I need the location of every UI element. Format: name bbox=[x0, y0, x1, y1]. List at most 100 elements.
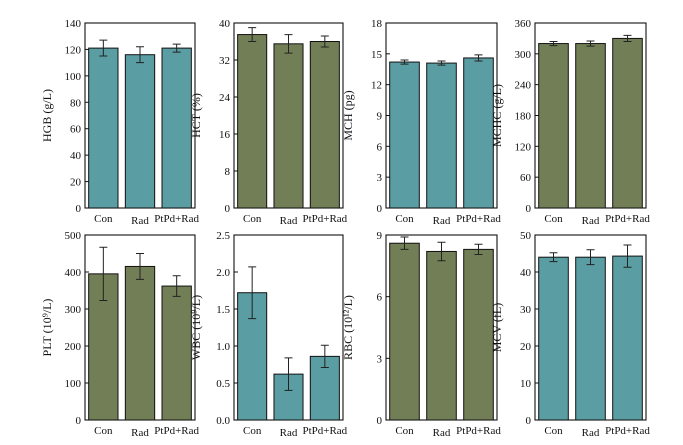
error-bar-wbc-2 bbox=[320, 344, 329, 368]
panel-plt: 0 100 200 300 400 500 Con Rad PtPd+Rad PLT (10⁹/L… bbox=[40, 230, 200, 439]
error-bar-hgb-0 bbox=[99, 39, 108, 57]
y-tick-label: 32 bbox=[219, 55, 230, 67]
y-tick-label: 18 bbox=[371, 18, 383, 30]
y-tick-label: 200 bbox=[65, 341, 82, 353]
error-bar-rbc-2 bbox=[474, 243, 483, 256]
ylabel-hgb: HGB (g/L) bbox=[40, 89, 54, 142]
y-tick-label: 0.0 bbox=[216, 415, 230, 427]
y-tick-label: 0 bbox=[225, 203, 231, 215]
bar-mch-0 bbox=[389, 61, 420, 209]
y-tick-label: 80 bbox=[70, 97, 82, 109]
error-bar-mch-1 bbox=[437, 60, 446, 66]
error-bar-hgb-1 bbox=[136, 46, 144, 64]
y-tick-label: 1.0 bbox=[216, 341, 230, 353]
panel-mchc: 0 60 120 180 240 300 360 Con Rad PtPd+Rad MCHC (g/… bbox=[490, 18, 650, 227]
y-tick-label: 8 bbox=[225, 166, 231, 178]
category-label: Rad bbox=[433, 427, 451, 439]
bar-mch-1 bbox=[426, 62, 457, 209]
bar-plt-2 bbox=[161, 285, 192, 421]
y-tick-label: 360 bbox=[515, 18, 532, 30]
y-tick-label: 240 bbox=[515, 80, 532, 92]
y-tick-label: 16 bbox=[219, 129, 231, 141]
category-label: Rad bbox=[582, 427, 600, 439]
y-tick-label: 40 bbox=[70, 150, 82, 162]
panel-rbc: 0 3 6 9 Con Rad PtPd+Rad RBC (10¹²/L) bbox=[341, 230, 501, 439]
y-tick-label: 120 bbox=[515, 141, 532, 153]
bar-mchc-0 bbox=[538, 43, 569, 209]
error-bar-mchc-1 bbox=[586, 40, 595, 47]
category-label: Rad bbox=[280, 215, 298, 227]
error-bar-mchc-0 bbox=[549, 41, 558, 47]
panel-hgb: 0 20 40 60 80 100 120 140 Con Rad PtPd+Rad HGB (g/L… bbox=[40, 18, 200, 227]
error-bar-hct-0 bbox=[248, 27, 257, 42]
y-tick-label: 24 bbox=[219, 92, 231, 104]
bar-rbc-1 bbox=[426, 250, 457, 421]
y-tick-label: 20 bbox=[520, 341, 532, 353]
category-label: PtPd+Rad bbox=[302, 213, 347, 225]
bar-plt-1 bbox=[124, 265, 156, 421]
panel-mcv: 0 10 20 30 40 50 Con Rad PtPd+Rad MCV (fL) bbox=[490, 230, 650, 439]
bar-rbc-2 bbox=[463, 248, 494, 421]
error-bar-hct-1 bbox=[284, 34, 293, 54]
bar-mch-2 bbox=[463, 57, 494, 209]
category-label: Rad bbox=[131, 427, 149, 439]
panel-wbc: 0.0 0.5 1.0 1.5 2.0 2.5 Con Rad PtPd+Rad WBC (10⁹… bbox=[189, 230, 348, 439]
y-tick-label: 3 bbox=[377, 353, 383, 365]
error-bar-rbc-1 bbox=[437, 241, 446, 262]
error-bar-mch-2 bbox=[474, 54, 483, 62]
y-tick-label: 0 bbox=[377, 203, 383, 215]
bar-mchc-1 bbox=[575, 43, 606, 209]
bar-hgb-1 bbox=[124, 54, 156, 209]
ylabel-mcv: MCV (fL) bbox=[490, 303, 504, 352]
y-tick-label: 1.5 bbox=[216, 304, 230, 316]
error-bar-plt-1 bbox=[136, 253, 144, 280]
category-label: Con bbox=[544, 213, 563, 225]
category-label: PtPd+Rad bbox=[605, 213, 650, 225]
bar-hct-0 bbox=[237, 34, 268, 209]
y-tick-label: 6 bbox=[377, 292, 383, 304]
error-bar-wbc-0 bbox=[248, 266, 257, 320]
category-label: Con bbox=[544, 425, 563, 437]
category-label: Con bbox=[395, 213, 414, 225]
y-tick-label: 0 bbox=[76, 203, 82, 215]
y-tick-label: 15 bbox=[371, 49, 383, 61]
error-bar-wbc-1 bbox=[284, 357, 293, 391]
y-tick-label: 300 bbox=[515, 49, 532, 61]
y-tick-label: 100 bbox=[65, 378, 82, 390]
y-tick-label: 9 bbox=[377, 111, 383, 123]
error-bar-rbc-0 bbox=[400, 236, 409, 250]
panel-mch: 0 3 6 9 12 15 18 Con Rad PtPd+Rad MCH (pg) bbox=[341, 18, 501, 227]
y-tick-label: 60 bbox=[70, 124, 82, 136]
error-bar-mcv-0 bbox=[549, 252, 558, 263]
category-label: Con bbox=[94, 425, 113, 437]
category-label: Rad bbox=[280, 427, 298, 439]
category-label: PtPd+Rad bbox=[302, 425, 347, 437]
error-bar-hct-2 bbox=[320, 35, 329, 48]
error-bar-mcv-1 bbox=[586, 249, 595, 266]
bar-hgb-0 bbox=[88, 47, 119, 209]
y-tick-label: 120 bbox=[65, 44, 82, 56]
y-tick-label: 400 bbox=[65, 267, 82, 279]
y-tick-label: 12 bbox=[371, 80, 382, 92]
bar-mcv-0 bbox=[538, 256, 569, 421]
ylabel-hct: HCT (%) bbox=[189, 93, 203, 138]
category-label: Con bbox=[395, 425, 414, 437]
bar-hgb-2 bbox=[161, 47, 192, 209]
y-tick-label: 40 bbox=[219, 18, 231, 30]
category-label: PtPd+Rad bbox=[456, 213, 501, 225]
category-label: PtPd+Rad bbox=[456, 425, 501, 437]
error-bar-hgb-2 bbox=[172, 43, 181, 53]
error-bar-mchc-2 bbox=[623, 34, 632, 42]
ylabel-wbc: WBC (10⁹/L) bbox=[189, 295, 203, 360]
error-bar-plt-0 bbox=[99, 246, 108, 301]
y-tick-label: 40 bbox=[520, 267, 532, 279]
y-tick-label: 6 bbox=[377, 141, 383, 153]
y-tick-label: 300 bbox=[65, 304, 82, 316]
bar-hct-2 bbox=[309, 41, 340, 209]
category-label: PtPd+Rad bbox=[154, 425, 199, 437]
category-label: Rad bbox=[131, 215, 149, 227]
error-bar-mch-0 bbox=[400, 59, 409, 65]
category-label: PtPd+Rad bbox=[154, 213, 199, 225]
y-tick-label: 0.5 bbox=[216, 378, 230, 390]
